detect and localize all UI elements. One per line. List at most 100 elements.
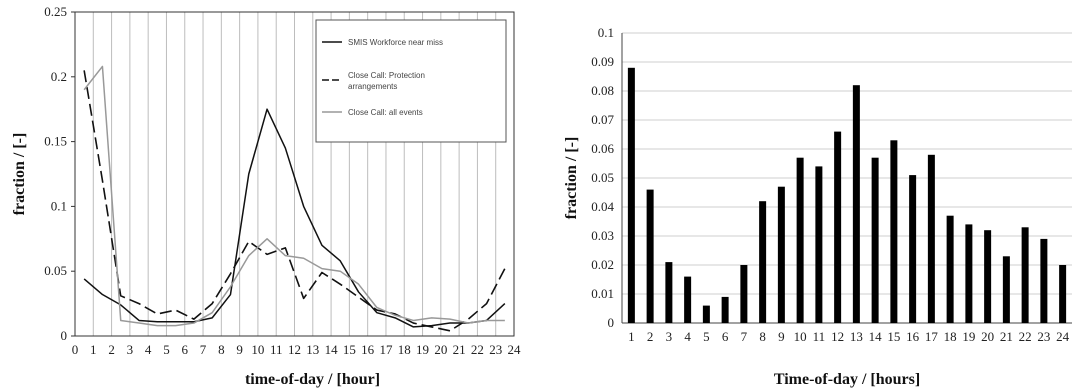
x-tick-label: 5 <box>703 329 710 344</box>
x-tick-label: 3 <box>127 342 134 357</box>
legend-label-3: Close Call: all events <box>348 108 423 117</box>
x-tick-label: 18 <box>398 342 411 357</box>
x-axis-title: time-of-day / [hour] <box>245 371 380 388</box>
y-tick-label: 0.04 <box>591 199 614 214</box>
y-tick-label: 0.2 <box>51 69 67 84</box>
series-line-1 <box>83 108 506 328</box>
x-tick-label: 17 <box>925 329 939 344</box>
x-tick-label: 18 <box>944 329 957 344</box>
x-tick-label: 9 <box>778 329 785 344</box>
x-tick-label: 13 <box>850 329 863 344</box>
y-tick-label: 0.1 <box>598 25 614 40</box>
x-tick-label: 9 <box>236 342 243 357</box>
x-tick-label: 11 <box>813 329 826 344</box>
bar-hour-19 <box>965 224 973 323</box>
x-axis-title: Time-of-day / [hours] <box>774 371 920 388</box>
bar-hour-4 <box>684 276 692 323</box>
bar-hour-24 <box>1059 265 1067 323</box>
x-tick-label: 5 <box>163 342 170 357</box>
y-tick-label: 0.05 <box>591 170 614 185</box>
bar-hour-22 <box>1021 227 1029 323</box>
y-tick-label: 0.25 <box>44 4 67 19</box>
x-tick-label: 19 <box>416 342 429 357</box>
y-axis-title: fraction / [-] <box>11 133 28 216</box>
y-axis-title: fraction / [-] <box>563 137 580 220</box>
x-tick-label: 2 <box>108 342 115 357</box>
x-tick-label: 12 <box>288 342 301 357</box>
x-tick-label: 10 <box>251 342 264 357</box>
x-tick-label: 19 <box>962 329 975 344</box>
x-tick-label: 4 <box>145 342 152 357</box>
bar-hour-10 <box>796 157 804 323</box>
y-tick-label: 0.01 <box>591 286 614 301</box>
x-tick-label: 20 <box>434 342 447 357</box>
x-tick-label: 21 <box>453 342 466 357</box>
x-tick-label: 14 <box>325 342 339 357</box>
bar-hour-1 <box>627 67 635 323</box>
x-tick-label: 7 <box>200 342 207 357</box>
x-tick-label: 6 <box>722 329 729 344</box>
legend-label-2: Close Call: Protection <box>348 71 425 80</box>
x-tick-label: 6 <box>182 342 189 357</box>
line-chart: 00.050.10.150.20.250 1 2 3 4 5 6 7 8 9 10 11 12 13 14 1… <box>11 4 521 388</box>
bar-hour-11 <box>815 166 823 323</box>
bar-hour-8 <box>759 201 767 323</box>
x-tick-label: 21 <box>1000 329 1013 344</box>
x-tick-label: 1 <box>628 329 635 344</box>
y-tick-label: 0.15 <box>44 134 67 149</box>
x-tick-label: 17 <box>379 342 393 357</box>
legend-box <box>315 19 507 143</box>
y-tick-label: 0.06 <box>591 141 614 156</box>
x-tick-label: 16 <box>361 342 375 357</box>
bar-hour-3 <box>665 262 673 323</box>
y-tick-label: 0.07 <box>591 112 614 127</box>
x-tick-label: 24 <box>508 342 522 357</box>
bar-hour-14 <box>871 157 879 323</box>
x-tick-label: 15 <box>887 329 900 344</box>
x-tick-label: 8 <box>759 329 766 344</box>
bar-hour-23 <box>1040 238 1048 323</box>
bar-hour-16 <box>909 175 917 323</box>
x-tick-label: 23 <box>489 342 502 357</box>
legend-label-1: SMIS Workforce near miss <box>348 38 443 47</box>
y-tick-label: 0.09 <box>591 54 614 69</box>
bar-hour-6 <box>721 296 729 323</box>
x-tick-label: 12 <box>831 329 844 344</box>
x-tick-label: 16 <box>906 329 920 344</box>
x-tick-label: 8 <box>218 342 225 357</box>
bar-hour-15 <box>890 140 898 323</box>
x-tick-label: 10 <box>794 329 807 344</box>
bar-hour-2 <box>646 189 654 323</box>
series-line-2 <box>83 70 506 332</box>
bar-hour-9 <box>777 186 785 323</box>
x-tick-label: 0 <box>72 342 79 357</box>
x-tick-label: 23 <box>1037 329 1050 344</box>
bar-hour-17 <box>927 154 935 323</box>
x-tick-label: 1 <box>90 342 97 357</box>
x-tick-label: 4 <box>684 329 691 344</box>
x-tick-label: 7 <box>741 329 748 344</box>
x-tick-label: 14 <box>869 329 883 344</box>
y-tick-label: 0.1 <box>51 198 67 213</box>
x-tick-label: 11 <box>270 342 283 357</box>
plot-frame <box>74 11 515 337</box>
x-tick-label: 22 <box>1019 329 1032 344</box>
y-tick-label: 0.03 <box>591 228 614 243</box>
series-line-3 <box>83 65 505 327</box>
bar-hour-7 <box>740 265 748 323</box>
bar-hour-13 <box>852 85 860 323</box>
y-tick-label: 0.08 <box>591 83 614 98</box>
x-tick-label: 13 <box>306 342 319 357</box>
x-tick-label: 2 <box>647 329 654 344</box>
x-tick-label: 24 <box>1056 329 1070 344</box>
bar-hour-5 <box>702 305 710 323</box>
bar-hour-12 <box>834 131 842 323</box>
y-tick-label: 0 <box>608 315 615 330</box>
bar-chart: 0 0.01 0.02 0.03 0.04 0.05 0.06 0.07 0.08 0.09 0.1… <box>563 25 1072 388</box>
bar-hour-18 <box>946 215 954 323</box>
y-tick-label: 0.02 <box>591 257 614 272</box>
x-tick-label: 15 <box>343 342 356 357</box>
x-tick-label: 22 <box>471 342 484 357</box>
x-tick-label: 20 <box>981 329 994 344</box>
